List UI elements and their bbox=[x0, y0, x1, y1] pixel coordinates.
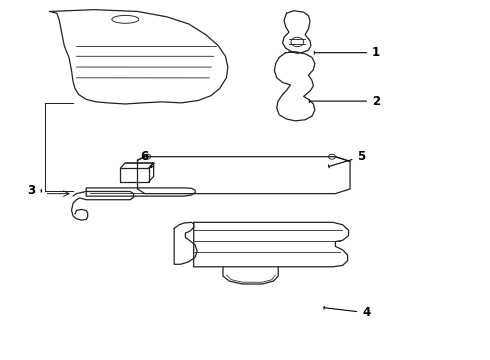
Text: 6: 6 bbox=[140, 150, 153, 168]
Text: 5: 5 bbox=[328, 150, 366, 168]
Text: 4: 4 bbox=[324, 306, 370, 319]
Text: 2: 2 bbox=[309, 95, 380, 108]
Text: 3: 3 bbox=[27, 184, 42, 197]
Text: 1: 1 bbox=[314, 46, 380, 59]
